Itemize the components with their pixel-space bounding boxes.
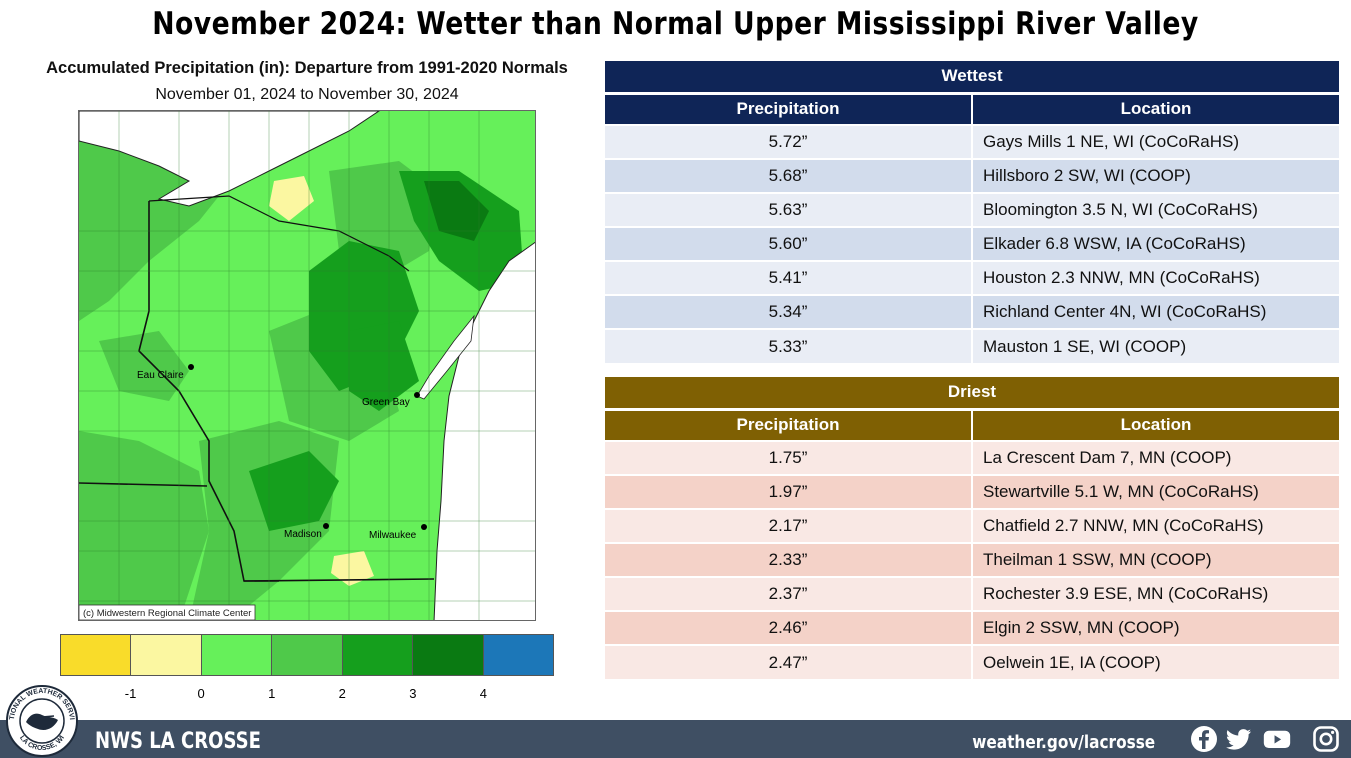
precipitation-value: 2.46” [605,610,973,645]
precipitation-value: 5.60” [605,226,973,261]
milwaukee-marker [421,524,427,530]
station-location: Chatfield 2.7 NNW, MN (CoCoRaHS) [972,508,1339,543]
wettest-col-location: Location [972,93,1339,125]
map-date-range: November 01, 2024 to November 30, 2024 [155,86,459,103]
page-title: November 2024: Wetter than Normal Upper … [152,6,1199,42]
twitter-icon[interactable] [1225,725,1253,753]
table-row: 5.41” Houston 2.3 NNW, MN (CoCoRaHS) [605,260,1339,295]
precipitation-value: 1.97” [605,474,973,509]
legend-swatch [342,635,414,675]
table-row: 5.33” Mauston 1 SE, WI (COOP) [605,328,1339,363]
instagram-icon[interactable] [1312,725,1340,753]
madison-marker [323,523,329,529]
facebook-icon[interactable] [1190,725,1218,753]
table-row: 2.33” Theilman 1 SSW, MN (COOP) [605,542,1339,577]
wettest-table: Wettest Precipitation Location 5.72” Gays… [605,61,1339,363]
legend-tick-label: 0 [197,686,205,701]
driest-col-precipitation: Precipitation [605,409,973,441]
green-bay-label: Green Bay [362,397,410,408]
website-link[interactable]: weather.gov/lacrosse [972,732,1155,753]
precipitation-value: 5.72” [605,124,973,159]
legend-swatch [61,635,132,675]
driest-table: Driest Precipitation Location 1.75” La Cr… [605,377,1339,679]
table-row: 2.46” Elgin 2 SSW, MN (COOP) [605,610,1339,645]
station-location: Bloomington 3.5 N, WI (CoCoRaHS) [972,192,1339,227]
station-location: Rochester 3.9 ESE, MN (CoCoRaHS) [972,576,1339,611]
legend-tick-label: 1 [268,686,276,701]
wettest-header: Wettest [605,61,1339,95]
precipitation-value: 1.75” [605,440,973,475]
legend-swatch [483,635,553,675]
station-location: Richland Center 4N, WI (CoCoRaHS) [972,294,1339,329]
precipitation-value: 5.63” [605,192,973,227]
station-location: Elgin 2 SSW, MN (COOP) [972,610,1339,645]
legend-tick-label: 2 [338,686,346,701]
precipitation-value: 5.34” [605,294,973,329]
legend-tick-label: 3 [409,686,417,701]
eau-claire-marker [188,364,194,370]
precipitation-value: 2.17” [605,508,973,543]
nws-logo-icon: NATIONAL WEATHER SERVICE LA CROSSE, WI [4,684,78,757]
table-row: 5.68” Hillsboro 2 SW, WI (COOP) [605,158,1339,193]
tables-panel: Wettest Precipitation Location 5.72” Gays… [605,61,1339,679]
station-location: La Crescent Dam 7, MN (COOP) [972,440,1339,475]
driest-col-location: Location [972,409,1339,441]
table-row: 5.34” Richland Center 4N, WI (CoCoRaHS) [605,294,1339,329]
station-location: Hillsboro 2 SW, WI (COOP) [972,158,1339,193]
table-row: 2.47” Oelwein 1E, IA (COOP) [605,644,1339,679]
table-row: 5.60” Elkader 6.8 WSW, IA (CoCoRaHS) [605,226,1339,261]
station-location: Elkader 6.8 WSW, IA (CoCoRaHS) [972,226,1339,261]
station-location: Theilman 1 SSW, MN (COOP) [972,542,1339,577]
legend-swatch [272,635,343,675]
office-name: NWS LA CROSSE [95,729,261,754]
precipitation-value: 2.33” [605,542,973,577]
station-location: Oelwein 1E, IA (COOP) [972,644,1339,679]
table-row: 2.37” Rochester 3.9 ESE, MN (CoCoRaHS) [605,576,1339,611]
precipitation-value: 2.47” [605,644,973,679]
table-row: 5.63” Bloomington 3.5 N, WI (CoCoRaHS) [605,192,1339,227]
legend-swatch [201,635,273,675]
table-row: 1.75” La Crescent Dam 7, MN (COOP) [605,440,1339,475]
milwaukee-label: Milwaukee [369,530,417,541]
station-location: Gays Mills 1 NE, WI (CoCoRaHS) [972,124,1339,159]
madison-label: Madison [284,529,322,540]
station-location: Mauston 1 SE, WI (COOP) [972,328,1339,363]
precipitation-departure-map: Eau Claire Green Bay Madison Milwaukee (… [78,110,536,621]
driest-header: Driest [605,377,1339,411]
legend-tick-label: 4 [479,686,488,701]
table-row: 5.72” Gays Mills 1 NE, WI (CoCoRaHS) [605,124,1339,159]
footer-bar: NWS LA CROSSE weather.gov/lacrosse [0,720,1351,758]
legend-tick-label: -1 [124,686,137,701]
map-copyright: (c) Midwestern Regional Climate Center [83,608,251,619]
precipitation-value: 5.41” [605,260,973,295]
wettest-col-precipitation: Precipitation [605,93,973,125]
precipitation-value: 5.68” [605,158,973,193]
color-legend [60,634,554,676]
precipitation-value: 2.37” [605,576,973,611]
green-bay-marker [414,392,420,398]
youtube-icon[interactable] [1263,725,1291,753]
legend-swatch [131,635,202,675]
station-location: Houston 2.3 NNW, MN (CoCoRaHS) [972,260,1339,295]
map-title: Accumulated Precipitation (in): Departur… [46,59,568,77]
precipitation-value: 5.33” [605,328,973,363]
table-row: 1.97” Stewartville 5.1 W, MN (CoCoRaHS) [605,474,1339,509]
eau-claire-label: Eau Claire [137,370,184,381]
legend-swatch [413,635,484,675]
station-location: Stewartville 5.1 W, MN (CoCoRaHS) [972,474,1339,509]
table-row: 2.17” Chatfield 2.7 NNW, MN (CoCoRaHS) [605,508,1339,543]
